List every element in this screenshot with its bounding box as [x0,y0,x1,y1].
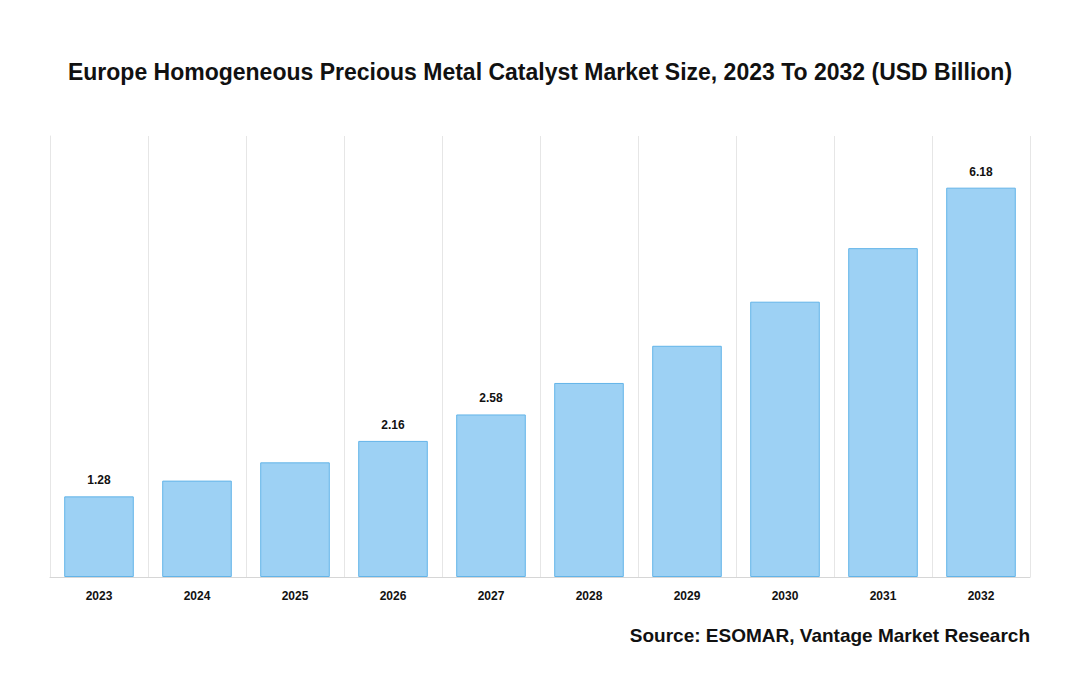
svg-text:2030: 2030 [772,589,799,603]
svg-text:2.58: 2.58 [479,391,503,405]
svg-text:1.28: 1.28 [87,473,111,487]
svg-text:2029: 2029 [674,589,701,603]
svg-text:2028: 2028 [576,589,603,603]
svg-text:Source: ESOMAR, Vantage Market: Source: ESOMAR, Vantage Market Research [630,625,1030,646]
svg-text:2023: 2023 [86,589,113,603]
svg-text:6.18: 6.18 [969,165,993,179]
svg-text:2.16: 2.16 [381,418,405,432]
svg-text:2027: 2027 [478,589,505,603]
svg-text:2024: 2024 [184,589,211,603]
svg-text:2026: 2026 [380,589,407,603]
svg-text:2025: 2025 [282,589,309,603]
svg-text:2031: 2031 [870,589,897,603]
svg-text:Europe Homogeneous Precious Me: Europe Homogeneous Precious Metal Cataly… [68,59,1012,85]
svg-text:2032: 2032 [968,589,995,603]
